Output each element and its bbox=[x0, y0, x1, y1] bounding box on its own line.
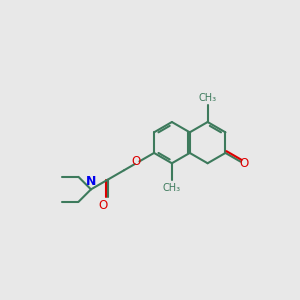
Text: CH₃: CH₃ bbox=[199, 93, 217, 103]
Text: O: O bbox=[131, 155, 141, 168]
Text: O: O bbox=[239, 157, 248, 170]
Text: O: O bbox=[98, 199, 107, 212]
Text: N: N bbox=[86, 175, 96, 188]
Text: CH₃: CH₃ bbox=[163, 182, 181, 193]
